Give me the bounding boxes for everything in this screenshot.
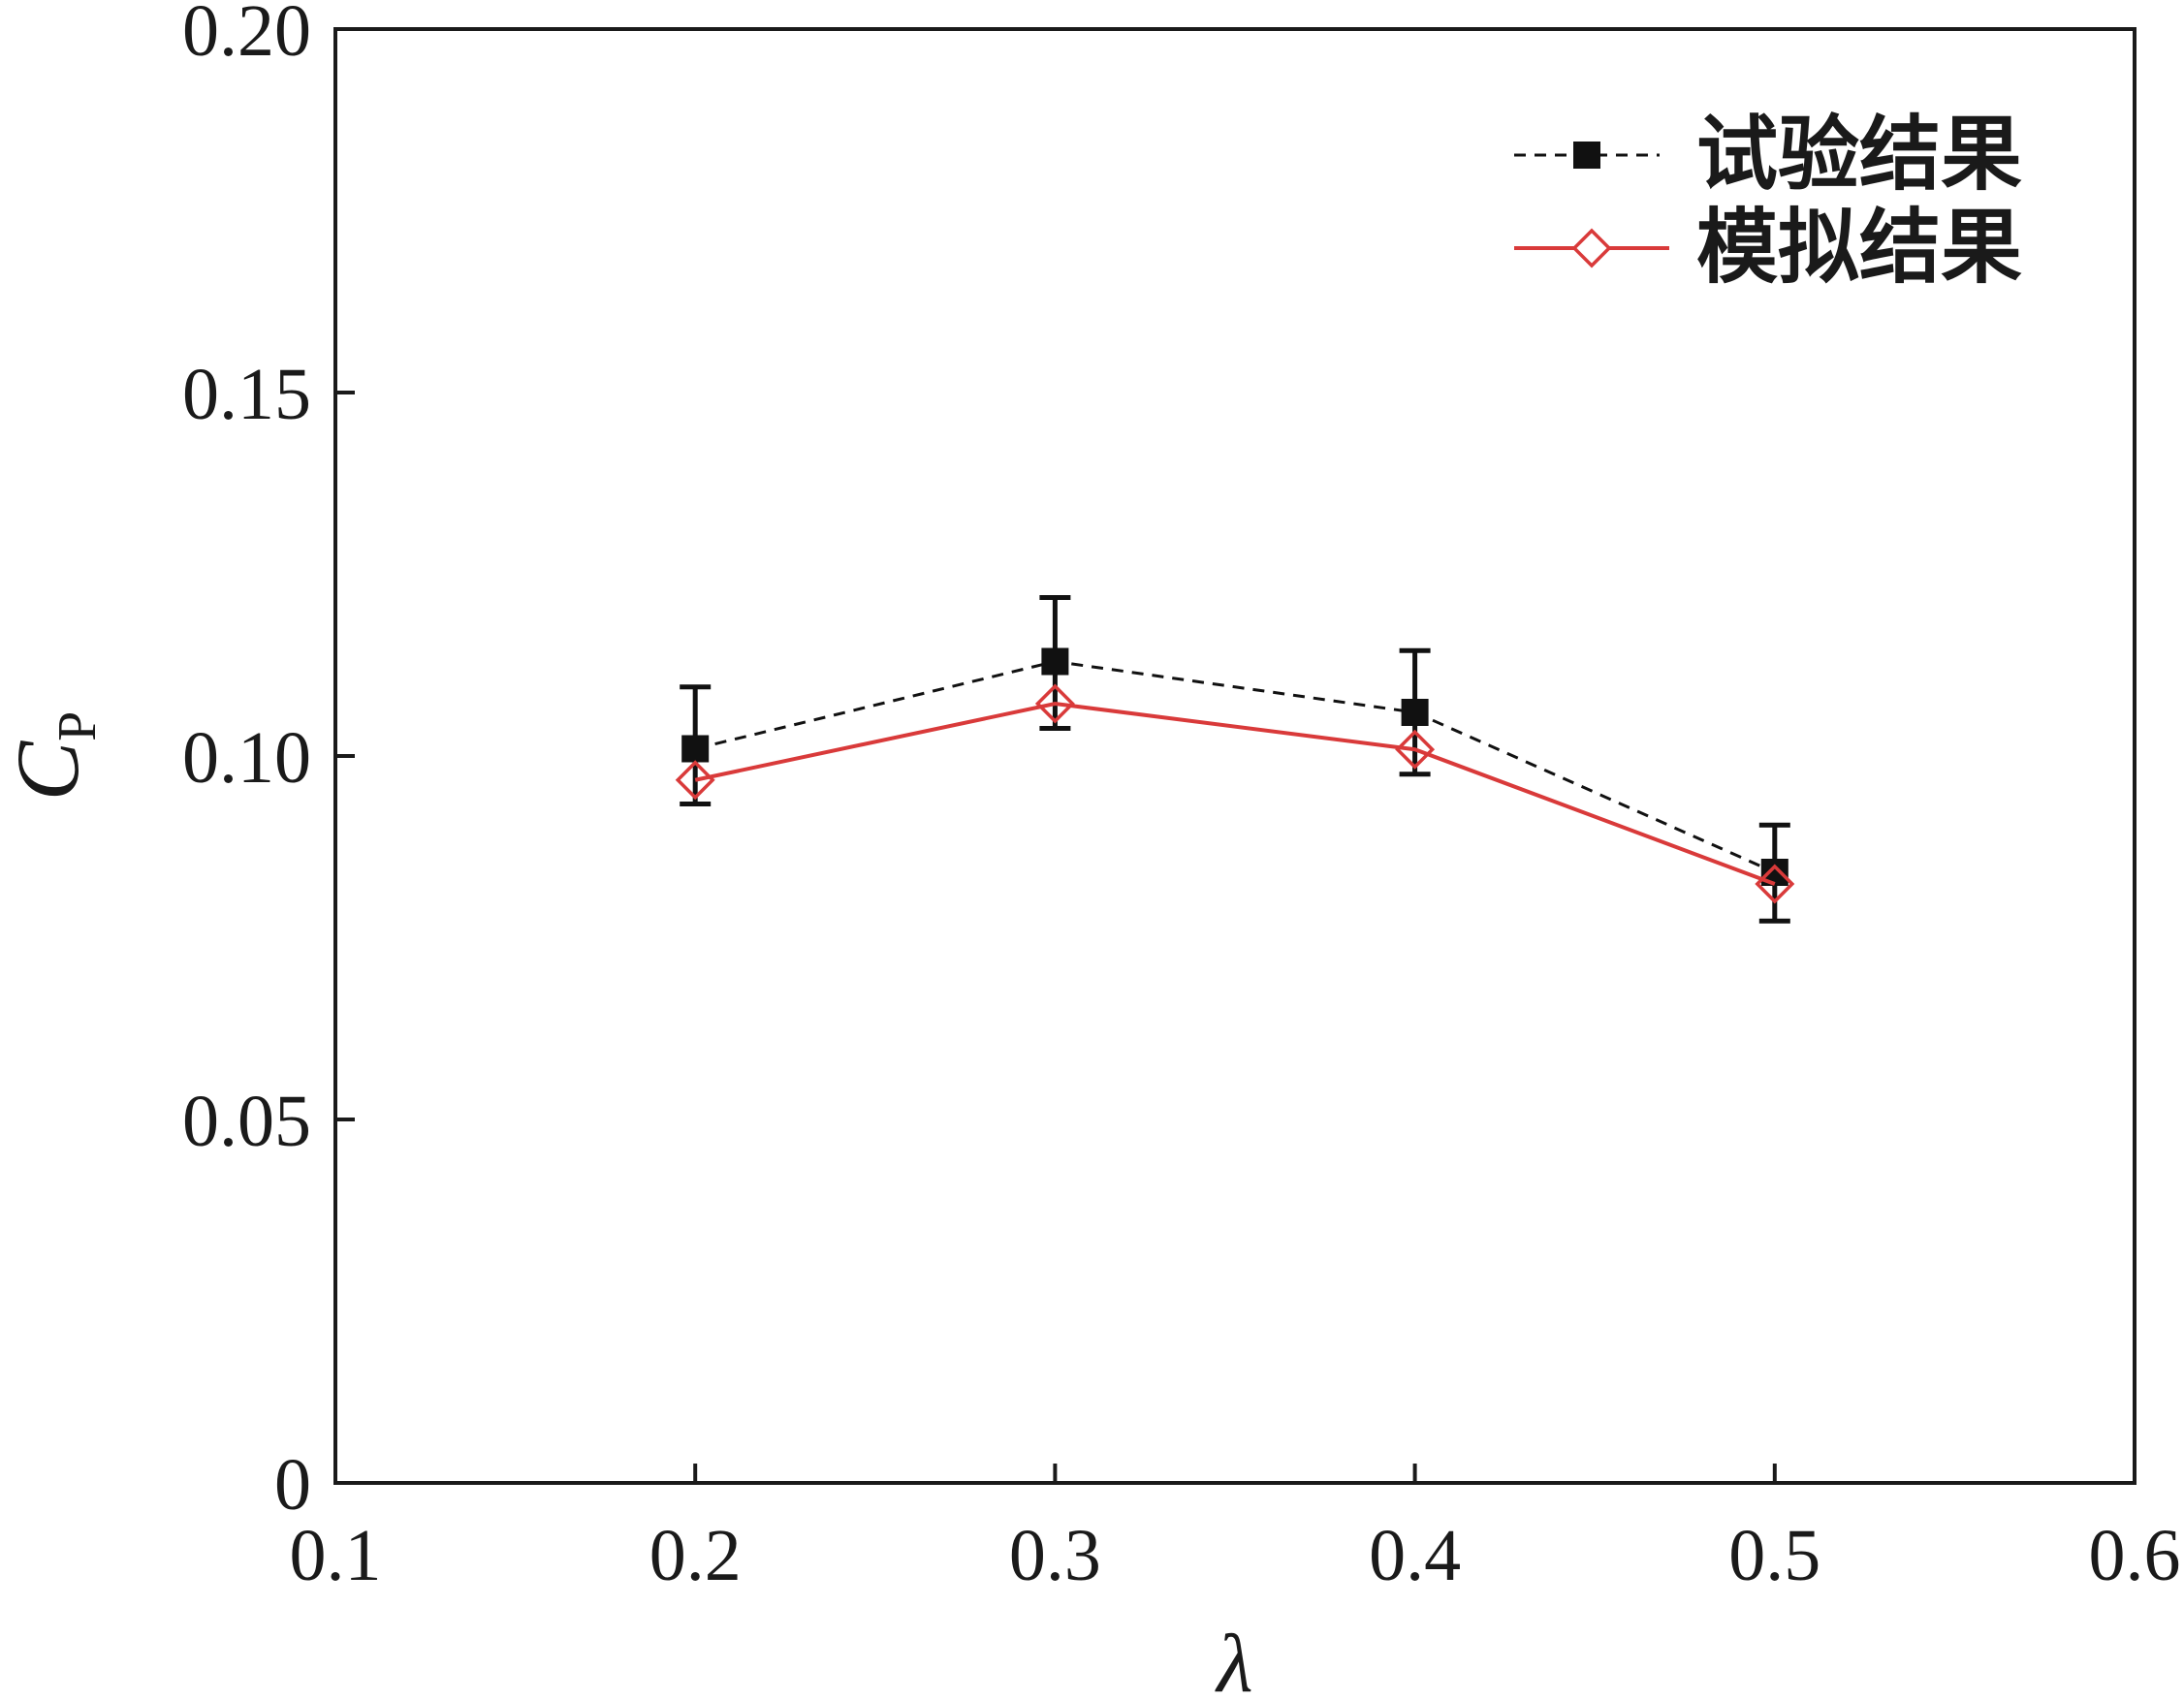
legend-marker-simulation [1571, 228, 1612, 268]
x-tick-label: 0.1 [290, 1515, 382, 1596]
x-axis-label: λ [1214, 1617, 1252, 1701]
data-point-simulation [675, 760, 715, 801]
svg-text:CP: CP [0, 711, 108, 802]
data-point-simulation [1755, 864, 1795, 904]
y-axis-label: CP [0, 711, 108, 802]
data-point-simulation [1395, 729, 1436, 770]
y-tick-label: 0.10 [182, 717, 311, 799]
y-axis-label-main: C [0, 740, 97, 801]
data-point-simulation [1034, 683, 1075, 724]
legend-label-simulation: 模拟结果 [1696, 200, 2022, 295]
series-layer [675, 595, 1795, 924]
legend-marker-experiment [1573, 142, 1600, 169]
data-point-experiment [1041, 647, 1069, 676]
x-tick-label: 0.5 [1728, 1515, 1820, 1596]
x-tick-label: 0.4 [1369, 1515, 1461, 1596]
data-point-experiment [1401, 699, 1429, 726]
x-tick-label: 0.2 [649, 1515, 742, 1596]
y-tick-label: 0.20 [182, 0, 311, 72]
legend-label-experiment: 试验结果 [1696, 107, 2022, 202]
series-line-experiment [694, 659, 1776, 874]
y-tick-label: 0.15 [182, 354, 311, 435]
x-tick-label: 0.3 [1009, 1515, 1101, 1596]
legend: 试验结果 模拟结果 [1514, 107, 2022, 295]
y-tick-label: 0 [274, 1444, 311, 1526]
y-axis-label-subscript: P [47, 711, 108, 741]
data-point-experiment [681, 735, 710, 763]
y-axis-ticks: 0 0.05 0.10 0.15 0.20 [182, 0, 355, 1526]
y-tick-label: 0.05 [182, 1081, 311, 1162]
x-axis-ticks: 0.1 0.2 0.3 0.4 0.5 0.6 [290, 1464, 2181, 1596]
series-line-simulation [694, 701, 1776, 886]
x-tick-label: 0.6 [2089, 1515, 2181, 1596]
